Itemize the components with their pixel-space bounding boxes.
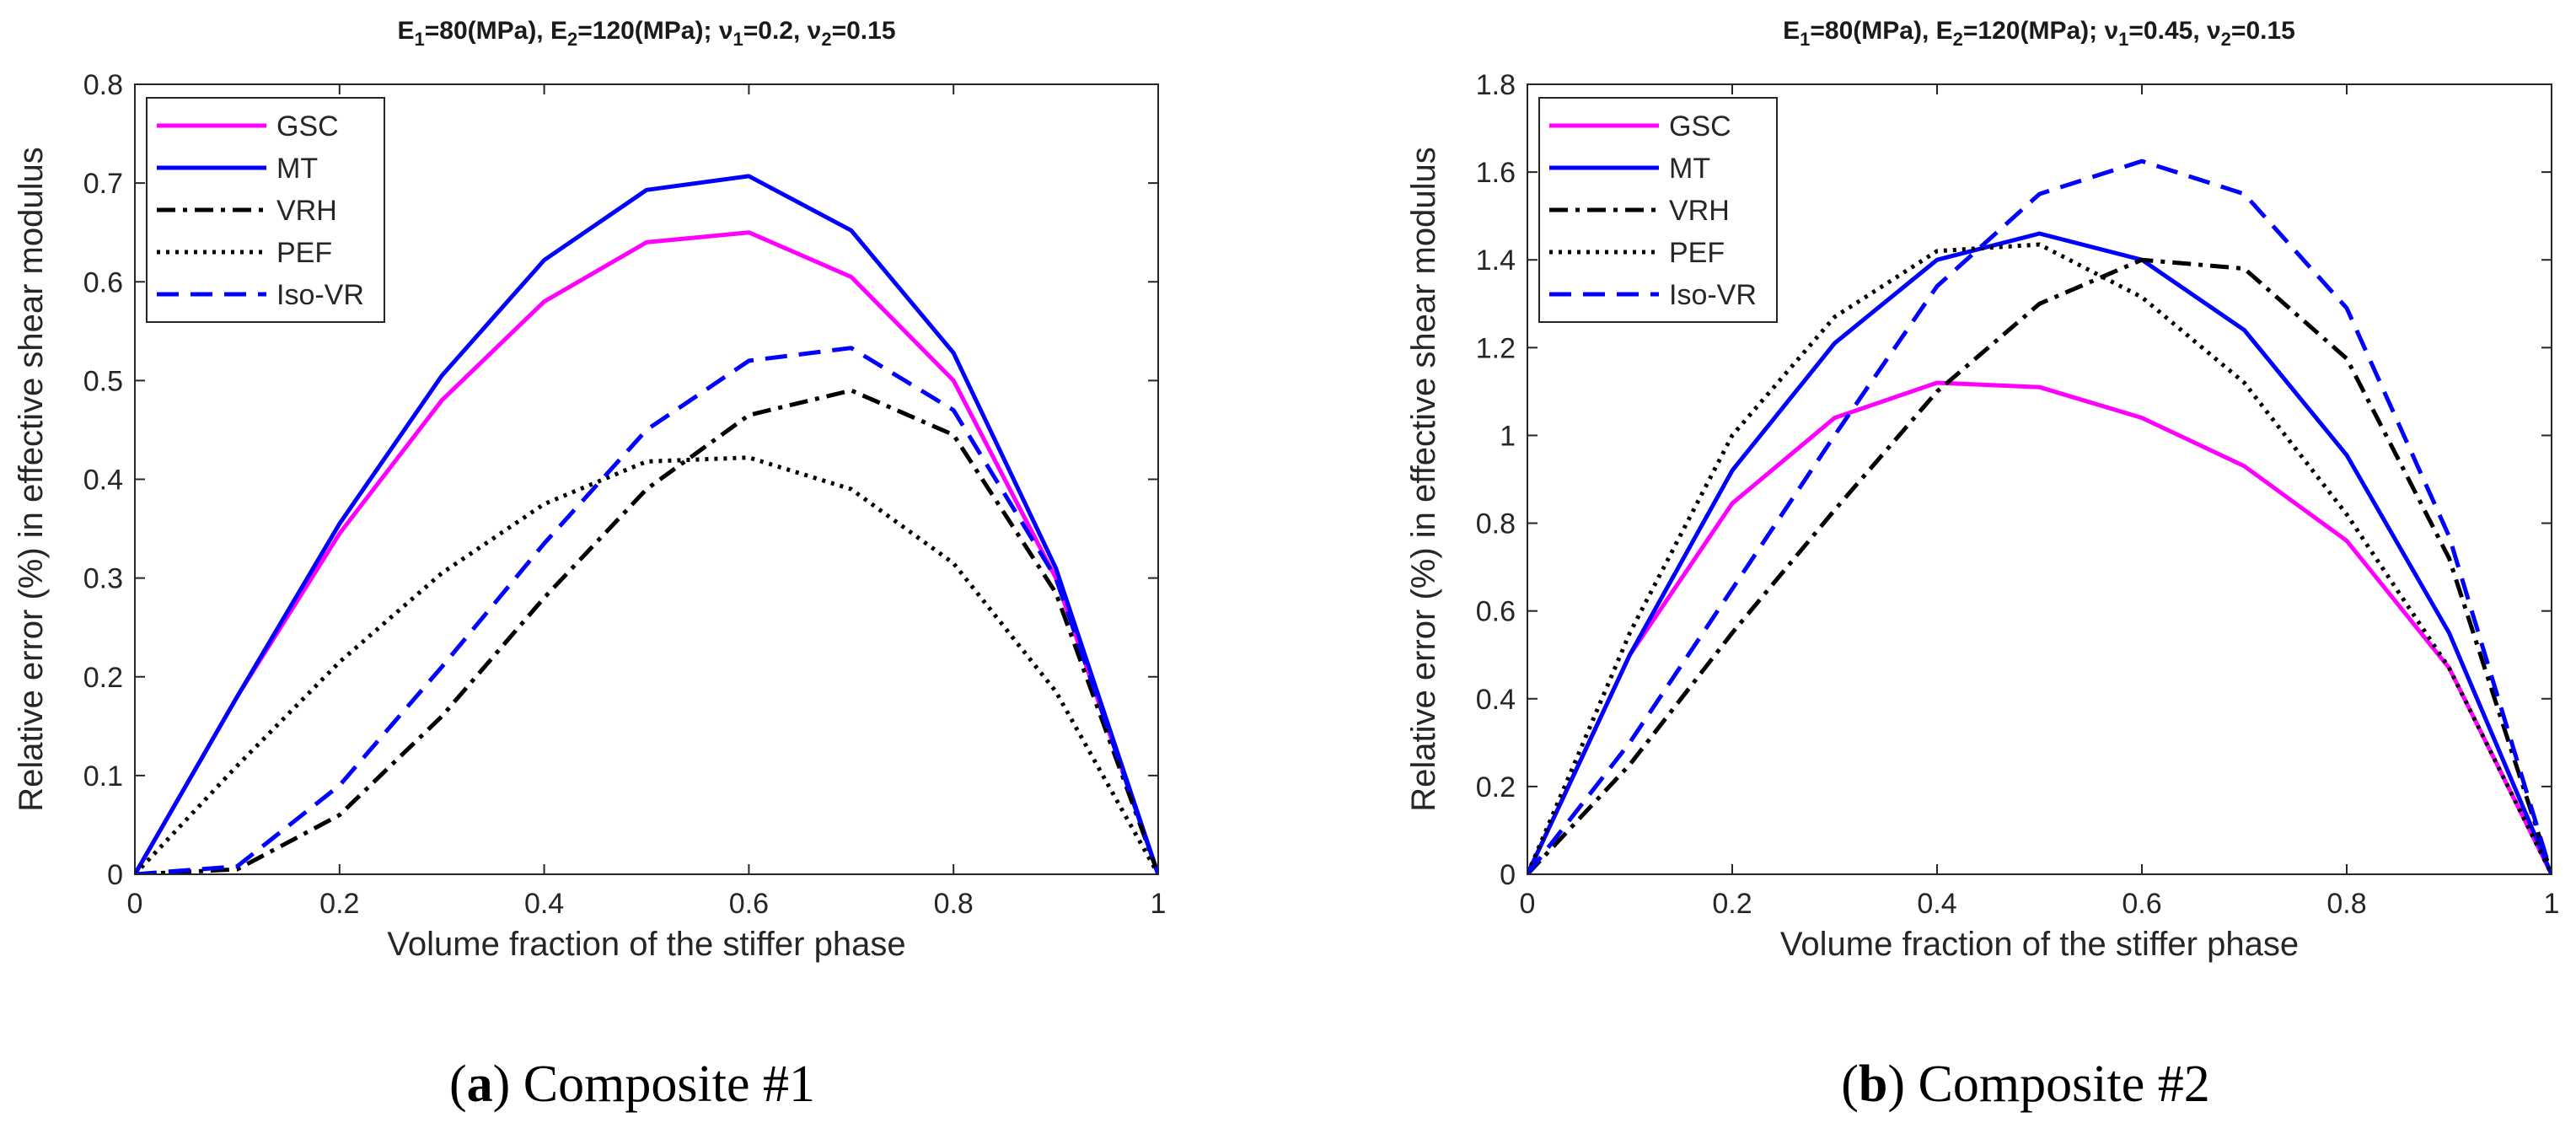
- y-axis-label: Relative error (%) in effective shear mo…: [1405, 147, 1442, 811]
- y-tick-label: 1.6: [1476, 157, 1516, 189]
- x-tick-label: 0.8: [2326, 888, 2366, 920]
- y-tick-label: 0.3: [83, 563, 123, 595]
- y-tick-label: 0.1: [83, 760, 123, 793]
- figure-caption: (a) Composite #1: [449, 1056, 815, 1113]
- chart-title: E1=80(MPa), E2=120(MPa); ν1=0.2, ν2=0.15: [397, 17, 895, 50]
- chart-a: 0 0.2 0.4 0.6 0.8 1 0 0.1 0.2 0.3 0.4 0.5 0.6 0.7 0.8 V…: [13, 17, 1166, 1113]
- chart-title: E1=80(MPa), E2=120(MPa); ν1=0.45, ν2=0.1…: [1783, 17, 2295, 50]
- legend-label: VRH: [276, 195, 337, 227]
- series-pef-line: [1527, 242, 2552, 874]
- x-tick-label: 0.4: [1917, 888, 1956, 920]
- legend-label: Iso-VR: [276, 279, 364, 311]
- series-mt-line: [135, 174, 1158, 874]
- y-tick-label: 1.8: [1476, 69, 1516, 101]
- x-tick-label: 0: [1520, 888, 1536, 920]
- series-lines: [1527, 159, 2552, 874]
- x-tick-label: 0.4: [524, 888, 564, 920]
- legend-label: MT: [276, 153, 318, 185]
- x-tick-label: 0.8: [934, 888, 974, 920]
- x-tick-label: 1: [1151, 888, 1167, 920]
- series-lines: [135, 174, 1158, 874]
- y-tick-label: 0.6: [83, 266, 123, 298]
- y-tick-label: 0: [1500, 859, 1516, 891]
- y-tick-label: 0.4: [83, 465, 123, 497]
- chart-b: 0 0.2 0.4 0.6 0.8 1 0 0.2 0.4 0.6 0.8 1 1.2 1.4 1.6 1.8…: [1405, 17, 2559, 1113]
- y-tick-label: 0.8: [1476, 508, 1516, 540]
- y-axis-label: Relative error (%) in effective shear mo…: [13, 147, 50, 811]
- series-gsc-line: [1527, 380, 2552, 874]
- legend-label: VRH: [1669, 195, 1730, 227]
- x-axis-label: Volume fraction of the stiffer phase: [1780, 926, 2299, 963]
- series-vrh-line: [1527, 257, 2552, 874]
- axes-box: [1527, 83, 2552, 875]
- series-vrh-line: [135, 388, 1158, 874]
- x-axis-label: Volume fraction of the stiffer phase: [387, 926, 905, 963]
- y-tick-label: 0.8: [83, 69, 123, 101]
- y-tick-label: 0.5: [83, 365, 123, 397]
- legend-label: GSC: [276, 110, 339, 142]
- x-tick-label: 0.2: [1712, 888, 1752, 920]
- y-tick-label: 0.2: [1476, 771, 1516, 803]
- series-gsc-line: [135, 230, 1158, 874]
- y-tick-label: 1.4: [1476, 244, 1516, 277]
- series-iso-vr-line: [1527, 159, 2552, 874]
- legend-label: MT: [1669, 153, 1710, 185]
- x-tick-label: 0.6: [2122, 888, 2161, 920]
- y-tick-label: 0.4: [1476, 684, 1516, 716]
- series-iso-vr-line: [135, 346, 1158, 874]
- y-tick-label: 1.2: [1476, 332, 1516, 364]
- x-tick-label: 0.2: [319, 888, 359, 920]
- legend-label: PEF: [1669, 237, 1725, 269]
- series-mt-line: [1527, 231, 2552, 874]
- legend-label: GSC: [1669, 110, 1731, 142]
- y-tick-label: 1: [1500, 420, 1516, 452]
- x-tick-label: 0: [127, 888, 143, 920]
- y-tick-label: 0.6: [1476, 596, 1516, 628]
- x-tick-label: 1: [2544, 888, 2560, 920]
- y-tick-label: 0.7: [83, 168, 123, 200]
- y-tick-label: 0: [107, 859, 123, 891]
- x-tick-label: 0.6: [729, 888, 769, 920]
- y-tick-label: 0.2: [83, 662, 123, 694]
- legend-label: Iso-VR: [1669, 279, 1757, 311]
- legend-label: PEF: [276, 237, 332, 269]
- figure-caption: (b) Composite #2: [1841, 1056, 2209, 1113]
